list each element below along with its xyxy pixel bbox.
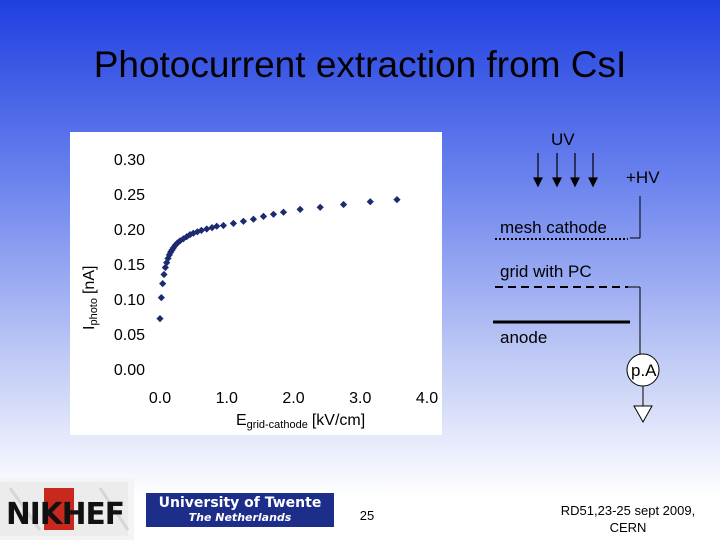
x-axis-label-unit: [kV/cm] bbox=[312, 412, 365, 429]
conference-info: RD51,23-25 sept 2009, CERN bbox=[540, 502, 716, 536]
twente-logo-line1: University of Twente bbox=[158, 495, 322, 511]
y-tick-label: 0.15 bbox=[114, 257, 145, 274]
nikhef-logo: NIKHEF bbox=[0, 478, 134, 540]
nikhef-wordmark: NIKHEF bbox=[6, 497, 124, 532]
y-axis-label-sub: photo bbox=[88, 298, 100, 326]
data-point bbox=[203, 225, 211, 233]
x-tick-label: 2.0 bbox=[282, 390, 304, 407]
data-point bbox=[229, 219, 238, 227]
hv-label: +HV bbox=[626, 168, 660, 187]
y-axis-label: Iphoto [nA] bbox=[81, 266, 100, 330]
mesh-cathode-label: mesh cathode bbox=[500, 218, 607, 237]
nikhef-logo-graphic: NIKHEF bbox=[0, 482, 130, 536]
conference-line2: CERN bbox=[609, 520, 647, 535]
y-axis-label-main: I bbox=[81, 326, 98, 330]
x-tick-label: 0.0 bbox=[149, 390, 171, 407]
y-tick-label: 0.10 bbox=[114, 292, 145, 309]
anode-label: anode bbox=[500, 328, 547, 347]
uv-label: UV bbox=[551, 130, 575, 149]
chart-panel: 0.00 0.05 0.10 0.15 0.20 0.25 0.30 0.0 1.0 2.0 3.… bbox=[70, 132, 442, 435]
grid-with-pc-label: grid with PC bbox=[500, 262, 592, 281]
twente-logo-line2: The Netherlands bbox=[188, 511, 292, 524]
x-axis-label: Egrid-cathode [kV/cm] bbox=[236, 412, 365, 431]
data-point bbox=[213, 222, 221, 230]
ground-icon bbox=[633, 405, 653, 424]
conference-line1: RD51,23-25 sept 2009, bbox=[560, 503, 696, 518]
y-tick-label: 0.05 bbox=[114, 327, 145, 344]
data-point bbox=[366, 198, 374, 206]
y-tick-label: 0.30 bbox=[114, 152, 145, 169]
y-tick-label: 0.00 bbox=[114, 362, 145, 379]
uv-arrows bbox=[533, 153, 598, 188]
page-number: 25 bbox=[359, 508, 375, 523]
data-point bbox=[249, 215, 258, 223]
data-point bbox=[160, 270, 168, 279]
slide-title: Photocurrent extraction from CsI bbox=[93, 44, 627, 85]
data-point bbox=[279, 208, 288, 216]
x-tick-label: 3.0 bbox=[349, 390, 371, 407]
x-axis-label-sub: grid-cathode bbox=[247, 419, 308, 431]
data-point bbox=[339, 200, 348, 209]
university-of-twente-logo: University of Twente The Netherlands bbox=[146, 493, 334, 527]
x-axis-label-main: E bbox=[236, 412, 247, 429]
y-axis-label-unit: [nA] bbox=[81, 266, 98, 294]
data-point bbox=[239, 217, 248, 225]
photocurrent-chart: 0.00 0.05 0.10 0.15 0.20 0.25 0.30 0.0 1.0 2.0 3.… bbox=[81, 152, 438, 431]
data-point bbox=[296, 205, 304, 213]
data-point bbox=[156, 315, 164, 323]
picoammeter-label: p.A bbox=[631, 361, 657, 380]
x-tick-label: 1.0 bbox=[216, 390, 238, 407]
x-tick-label: 4.0 bbox=[416, 390, 438, 407]
data-point bbox=[219, 221, 228, 230]
data-point bbox=[393, 196, 401, 204]
y-tick-label: 0.20 bbox=[114, 222, 145, 239]
data-point bbox=[197, 226, 205, 234]
y-tick-label: 0.25 bbox=[114, 187, 145, 204]
data-point bbox=[316, 203, 324, 211]
